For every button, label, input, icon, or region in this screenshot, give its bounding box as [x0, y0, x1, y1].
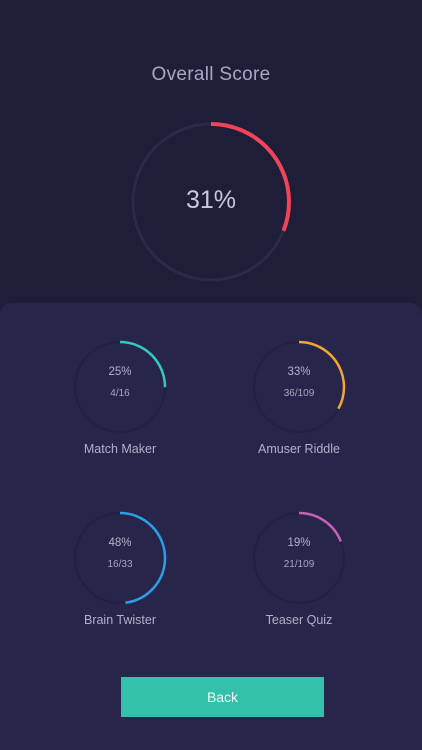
- overall-ring-progress: [131, 122, 291, 282]
- category-ring: [252, 511, 346, 605]
- category-percent: 48%: [108, 537, 132, 549]
- score-header: Overall Score 31%: [0, 0, 422, 310]
- category-ring-progress: [252, 511, 346, 605]
- overall-score-ring: [131, 122, 291, 282]
- category-percent: 25%: [108, 366, 132, 378]
- category-ring: [73, 511, 167, 605]
- category-count: 36/109: [283, 388, 315, 399]
- category-name: Teaser Quiz: [265, 613, 333, 627]
- category-percent: 33%: [287, 366, 311, 378]
- category-count: 21/109: [283, 559, 315, 570]
- category-name: Match Maker: [83, 442, 157, 456]
- overall-score-percent: 31%: [185, 186, 237, 214]
- back-button[interactable]: Back: [121, 677, 324, 717]
- category-panel: 25% 4/16 Match Maker 33% 36/109 Amuser R…: [0, 303, 422, 750]
- category-name: Brain Twister: [83, 613, 156, 627]
- category-ring-progress: [252, 340, 346, 434]
- category-name: Amuser Riddle: [258, 442, 340, 456]
- page-title: Overall Score: [151, 64, 271, 85]
- category-count: 16/33: [107, 559, 133, 570]
- category-ring-progress: [73, 511, 167, 605]
- category-percent: 19%: [287, 537, 311, 549]
- category-ring: [252, 340, 346, 434]
- category-ring: [73, 340, 167, 434]
- category-ring-progress: [73, 340, 167, 434]
- category-count: 4/16: [110, 388, 130, 399]
